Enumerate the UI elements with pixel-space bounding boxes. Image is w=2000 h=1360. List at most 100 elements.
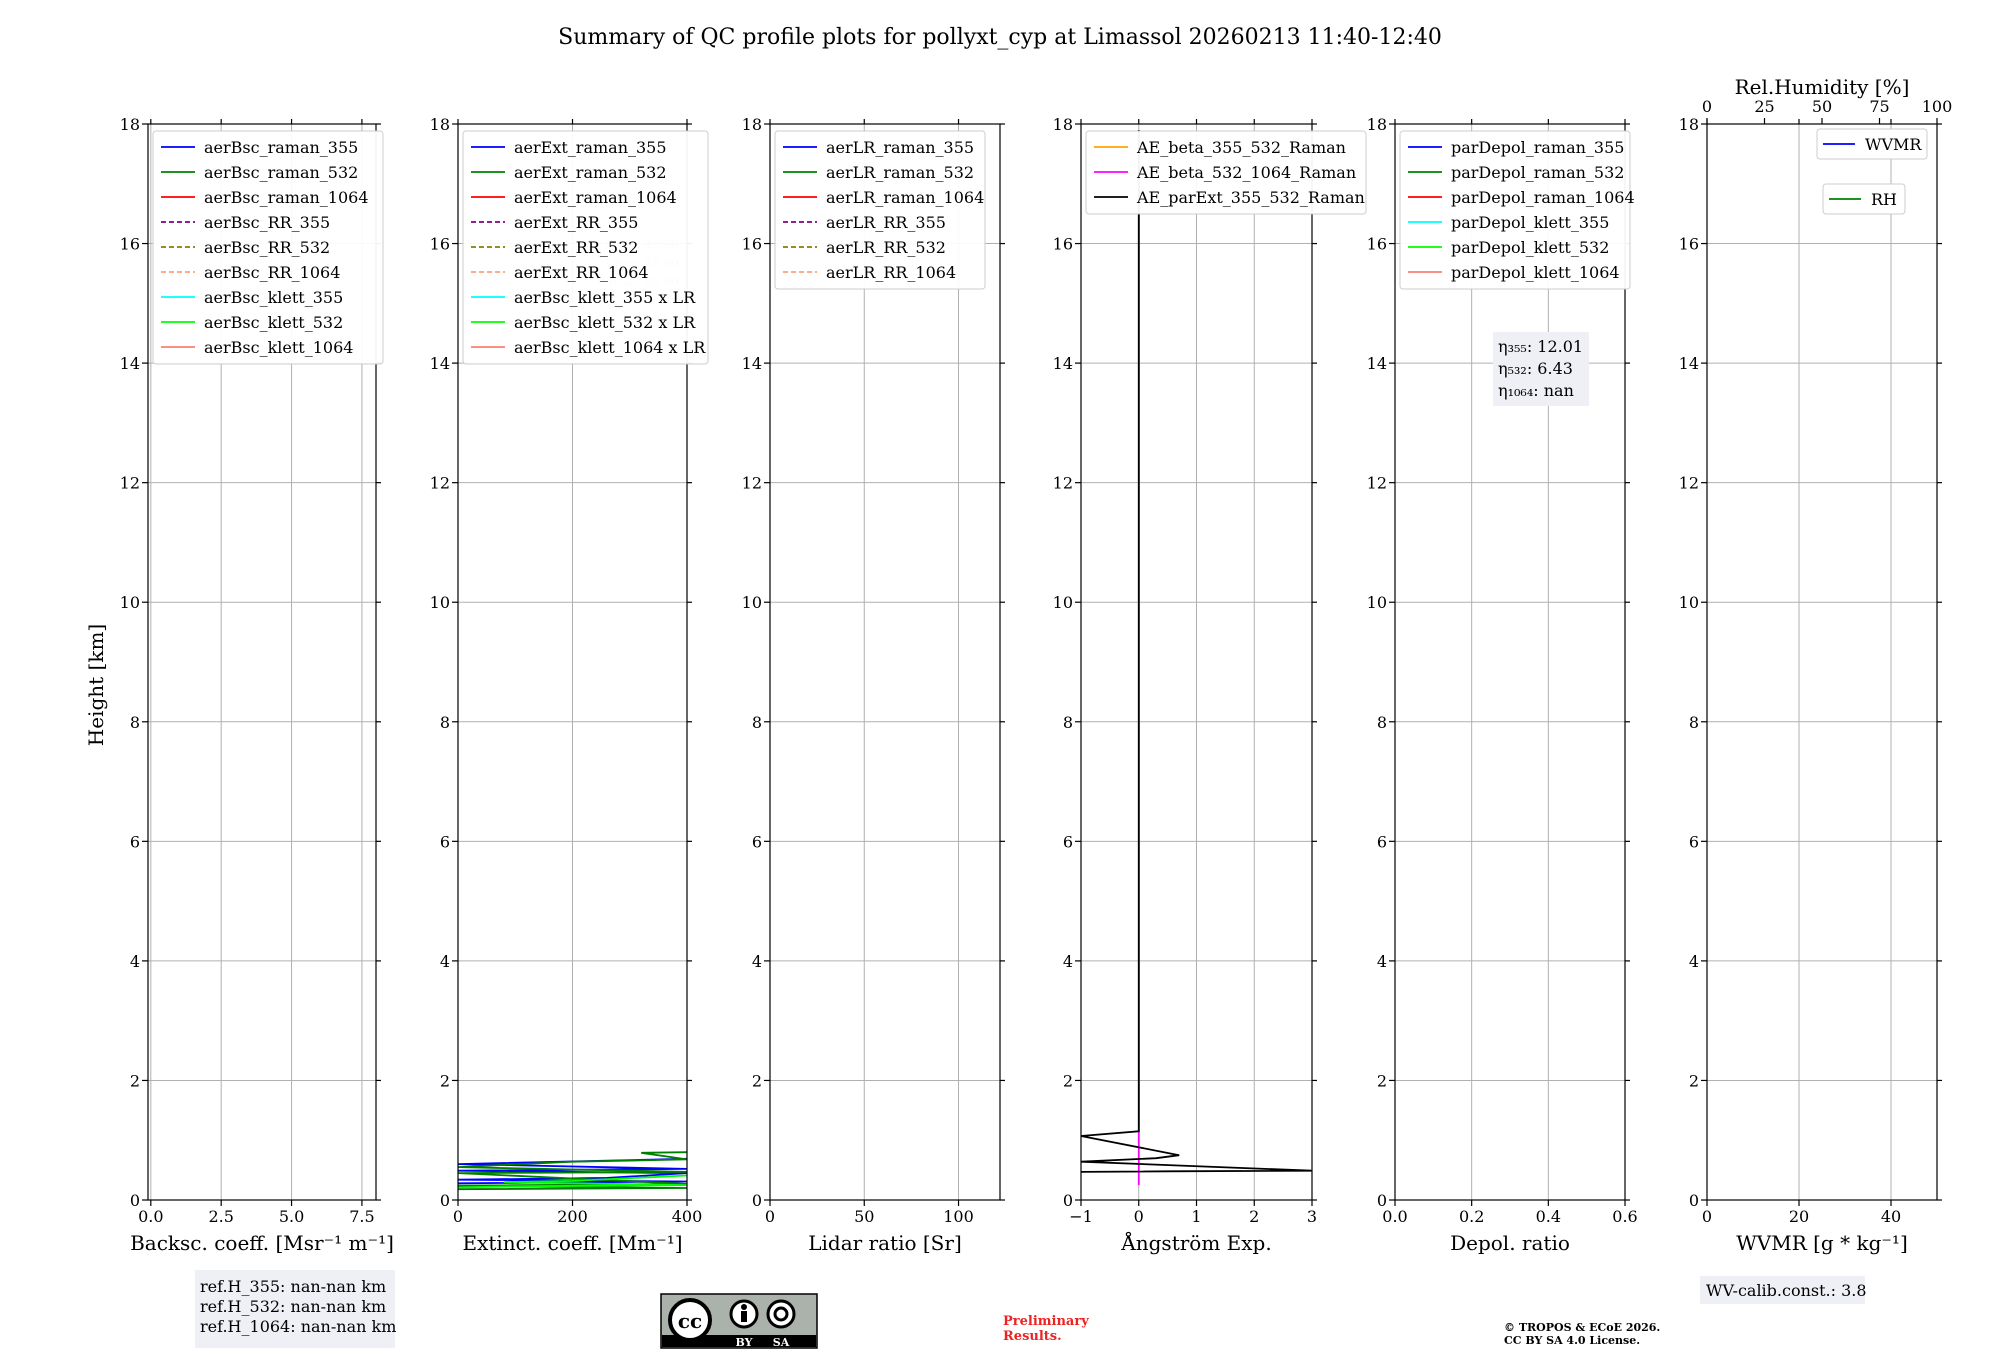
y-tick-label: 14: [430, 354, 450, 373]
x-tick-label: 0: [1702, 1207, 1712, 1226]
top-x-tick-label: 50: [1812, 97, 1832, 116]
legend-label: aerBsc_klett_355: [204, 288, 343, 307]
legend-wvmr: WVMR: [1816, 128, 1928, 160]
legend-label: aerLR_raman_355: [826, 138, 974, 157]
legend-label: aerLR_RR_355: [826, 213, 946, 232]
ref-height-355: ref.H_355: nan-nan km: [200, 1277, 386, 1296]
legend-label: aerBsc_klett_532: [204, 313, 343, 332]
legend-label: aerBsc_raman_1064: [204, 188, 369, 207]
legend-label: AE_beta_355_532_Raman: [1136, 138, 1346, 157]
y-tick-label: 6: [1063, 832, 1073, 851]
legend-label: aerBsc_RR_532: [204, 238, 330, 257]
x-tick-label: 20: [1789, 1207, 1809, 1226]
legend-label: RH: [1871, 190, 1897, 209]
legend-label: parDepol_klett_355: [1451, 213, 1609, 232]
sa-icon: [766, 1299, 796, 1329]
y-tick-label: 8: [1063, 713, 1073, 732]
y-tick-label: 10: [742, 593, 762, 612]
x-tick-label: 2: [1249, 1207, 1259, 1226]
x-tick-label: 0.6: [1612, 1207, 1637, 1226]
legend-box: [1399, 130, 1631, 290]
cc-label: cc: [678, 1309, 702, 1333]
y-tick-label: 2: [752, 1071, 762, 1090]
top-x-tick-label: 0: [1702, 97, 1712, 116]
eta-box: [1493, 332, 1589, 406]
legend-label: AE_parExt_355_532_Raman: [1136, 188, 1365, 207]
x-axis-label: Depol. ratio: [1450, 1231, 1570, 1255]
legend-label: aerExt_raman_1064: [514, 188, 677, 207]
x-tick-label: 0.4: [1536, 1207, 1561, 1226]
y-tick-label: 2: [440, 1071, 450, 1090]
y-tick-label: 18: [120, 115, 140, 134]
y-tick-label: 8: [130, 713, 140, 732]
legend-label: aerExt_RR_355: [514, 213, 638, 232]
y-tick-label: 4: [1377, 952, 1387, 971]
x-tick-label: 200: [557, 1207, 588, 1226]
x-axis-label: Extinct. coeff. [Mm⁻¹]: [462, 1231, 682, 1255]
preliminary-line-1: Preliminary: [1003, 1314, 1089, 1329]
legend-label: aerBsc_RR_1064: [204, 263, 340, 282]
x-tick-label: 50: [854, 1207, 874, 1226]
wv-calib-const: WV-calib.const.: 3.8: [1706, 1281, 1867, 1300]
legend-label: parDepol_raman_532: [1451, 163, 1624, 182]
y-tick-label: 16: [1053, 235, 1073, 254]
y-tick-label: 18: [1367, 115, 1387, 134]
x-axis-label: Backsc. coeff. [Msr⁻¹ m⁻¹]: [130, 1231, 394, 1255]
axes-frame: [1706, 123, 1938, 1201]
panel-lidar_ratio: 0 50 100 0 2 4 6 8 10 12 14 16 18 Lidar ratio [Sr] aer…: [742, 115, 1005, 1255]
legend-label: WVMR: [1865, 135, 1922, 154]
legend-label: aerLR_RR_532: [826, 238, 946, 257]
panel-water_vapor: 0 20 40 0 2 4 6 8 10 12 14 16 18 WVMR [g * kg⁻¹] 0 25 50…: [1679, 75, 1953, 1255]
legend-label: aerBsc_klett_1064 x LR: [514, 338, 706, 357]
x-axis-label: WVMR [g * kg⁻¹]: [1736, 1231, 1908, 1255]
x-tick-label: 40: [1881, 1207, 1901, 1226]
y-tick-label: 0: [1377, 1191, 1387, 1210]
y-tick-label: 4: [440, 952, 450, 971]
x-tick-label: 0: [1134, 1207, 1144, 1226]
y-tick-label: 16: [1367, 235, 1387, 254]
legend-label: aerExt_raman_355: [514, 138, 667, 157]
legend-box: [774, 130, 986, 290]
x-axis-label: Lidar ratio [Sr]: [808, 1231, 962, 1255]
y-tick-label: 8: [1689, 713, 1699, 732]
y-tick-label: 14: [1053, 354, 1073, 373]
by-label: BY: [736, 1336, 753, 1349]
y-tick-label: 0: [752, 1191, 762, 1210]
legend-label: AE_beta_532_1064_Raman: [1136, 163, 1356, 182]
y-tick-label: 6: [1689, 832, 1699, 851]
x-tick-label: 400: [672, 1207, 703, 1226]
x-tick-label: 0.0: [1382, 1207, 1407, 1226]
legend-box: [462, 130, 709, 365]
legend: AE_beta_355_532_Raman AE_beta_532_1064_Ra…: [1085, 130, 1367, 215]
x-tick-label: 100: [943, 1207, 974, 1226]
legend: parDepol_raman_355 parDepol_raman_532 parD…: [1399, 130, 1635, 290]
y-tick-label: 6: [752, 832, 762, 851]
legend-label: parDepol_raman_1064: [1451, 188, 1635, 207]
y-tick-label: 12: [430, 474, 450, 493]
y-tick-label: 8: [440, 713, 450, 732]
y-tick-label: 10: [1053, 593, 1073, 612]
top-x-axis-label: Rel.Humidity [%]: [1735, 75, 1910, 99]
y-tick-label: 4: [752, 952, 762, 971]
y-tick-label: 12: [742, 474, 762, 493]
legend-box: [1822, 183, 1906, 215]
legend-box: [1085, 130, 1367, 215]
y-tick-label: 10: [120, 593, 140, 612]
copyright-line-1: © TROPOS & ECoE 2026.: [1504, 1321, 1660, 1334]
series-line: [1080, 130, 1313, 1173]
legend-label: aerBsc_klett_355 x LR: [514, 288, 696, 307]
y-tick-label: 0: [130, 1191, 140, 1210]
legend-label: aerLR_RR_1064: [826, 263, 956, 282]
legend-rh: RH: [1822, 183, 1906, 215]
x-tick-label: 1: [1191, 1207, 1201, 1226]
axes-frame: [1394, 123, 1626, 1201]
y-axis-label: Height [km]: [84, 624, 108, 746]
ref-height-1064: ref.H_1064: nan-nan km: [200, 1317, 396, 1336]
x-axis-label: Ångström Exp.: [1120, 1230, 1271, 1255]
legend: aerBsc_raman_355 aerBsc_raman_532 aerBsc_r…: [152, 130, 384, 365]
legend-label: aerLR_raman_532: [826, 163, 974, 182]
legend-label: aerBsc_klett_1064: [204, 338, 353, 357]
legend-box: [1816, 128, 1928, 160]
legend-label: aerBsc_raman_355: [204, 138, 358, 157]
y-tick-label: 8: [1377, 713, 1387, 732]
